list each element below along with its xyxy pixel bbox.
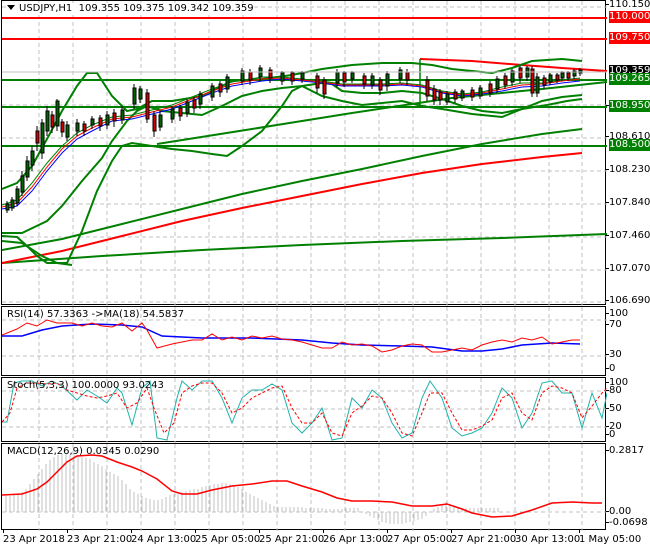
time-tick: 24 Apr 13:00	[131, 529, 197, 545]
time-tick: 25 Apr 05:00	[195, 529, 261, 545]
macd-axis: 0.2817 0.00 -0.0698	[605, 443, 650, 530]
rsi-tick: 100	[605, 308, 629, 319]
ohlc-values: 109.355 109.375 109.342 109.359	[78, 3, 254, 14]
time-tick: 23 Apr 2018	[3, 529, 65, 545]
macd-tick: -0.0698	[606, 517, 648, 528]
symbol-label: USDJPY,H1	[19, 3, 73, 14]
rsi-title: RSI(14) 57.3363 ->MA(18) 54.5837	[7, 309, 184, 320]
triangle-down-icon[interactable]	[7, 5, 15, 10]
rsi-panel[interactable]: RSI(14) 57.3363 ->MA(18) 54.5837	[1, 306, 607, 377]
stoch-tick: 0	[605, 429, 616, 440]
price-axis[interactable]: 110.150 108.950 108.610 108.230 107.840 …	[605, 0, 650, 306]
resistance-label-110000: 110.000	[609, 11, 650, 23]
rsi-tick: 30	[606, 349, 622, 360]
time-tick: 23 Apr 21:00	[67, 529, 133, 545]
chart-title: USDJPY,H1 109.355 109.375 109.342 109.35…	[7, 3, 254, 14]
macd-canvas	[2, 444, 607, 531]
price-chart-canvas	[2, 1, 607, 306]
time-axis[interactable]: 23 Apr 2018 23 Apr 21:00 24 Apr 13:00 25…	[0, 529, 650, 550]
stoch-tick: 100	[605, 377, 629, 388]
rsi-axis: 100 70 30 0	[605, 306, 650, 376]
price-tick: 106.690	[605, 295, 650, 306]
rsi-tick: 70	[606, 319, 622, 330]
price-chart-panel[interactable]: USDJPY,H1 109.355 109.375 109.342 109.35…	[1, 0, 607, 306]
stochastic-panel[interactable]: Stoch(5,3,3) 100.0000 93.0243	[1, 377, 607, 443]
candles	[5, 65, 583, 213]
rsi-tick: 0	[605, 363, 616, 374]
support-label-109265: 109.265	[609, 73, 650, 85]
macd-tick: 0.2817	[606, 445, 644, 456]
time-tick: 26 Apr 13:00	[323, 529, 389, 545]
support-label-108500: 108.500	[609, 139, 650, 151]
price-tick: 108.230	[605, 164, 650, 175]
time-tick: 1 May 05:00	[579, 529, 642, 545]
rsi-canvas	[2, 307, 607, 377]
support-label-108950: 108.950	[609, 100, 650, 112]
price-tick: 107.460	[605, 230, 650, 241]
time-tick: 27 Apr 21:00	[451, 529, 517, 545]
price-tick: 107.070	[605, 263, 650, 274]
stoch-tick: 80	[606, 385, 622, 396]
macd-title: MACD(12,26,9) 0.0345 0.0290	[7, 446, 160, 457]
macd-tick: 0.00	[605, 506, 632, 517]
stochastic-axis: 100 80 50 20 0	[605, 377, 650, 442]
stochastic-title: Stoch(5,3,3) 100.0000 93.0243	[7, 380, 164, 391]
time-tick: 27 Apr 05:00	[387, 529, 453, 545]
stoch-tick: 20	[606, 421, 622, 432]
price-tick: 107.840	[605, 197, 650, 208]
price-tick: 108.610	[605, 131, 650, 142]
time-tick: 30 Apr 13:00	[515, 529, 581, 545]
time-tick: 25 Apr 21:00	[259, 529, 325, 545]
stochastic-canvas	[2, 378, 607, 443]
macd-panel[interactable]: MACD(12,26,9) 0.0345 0.0290	[1, 443, 607, 531]
price-tick: 110.150	[605, 0, 650, 10]
resistance-label-109750: 109.750	[609, 32, 650, 44]
stoch-tick: 50	[606, 403, 622, 414]
